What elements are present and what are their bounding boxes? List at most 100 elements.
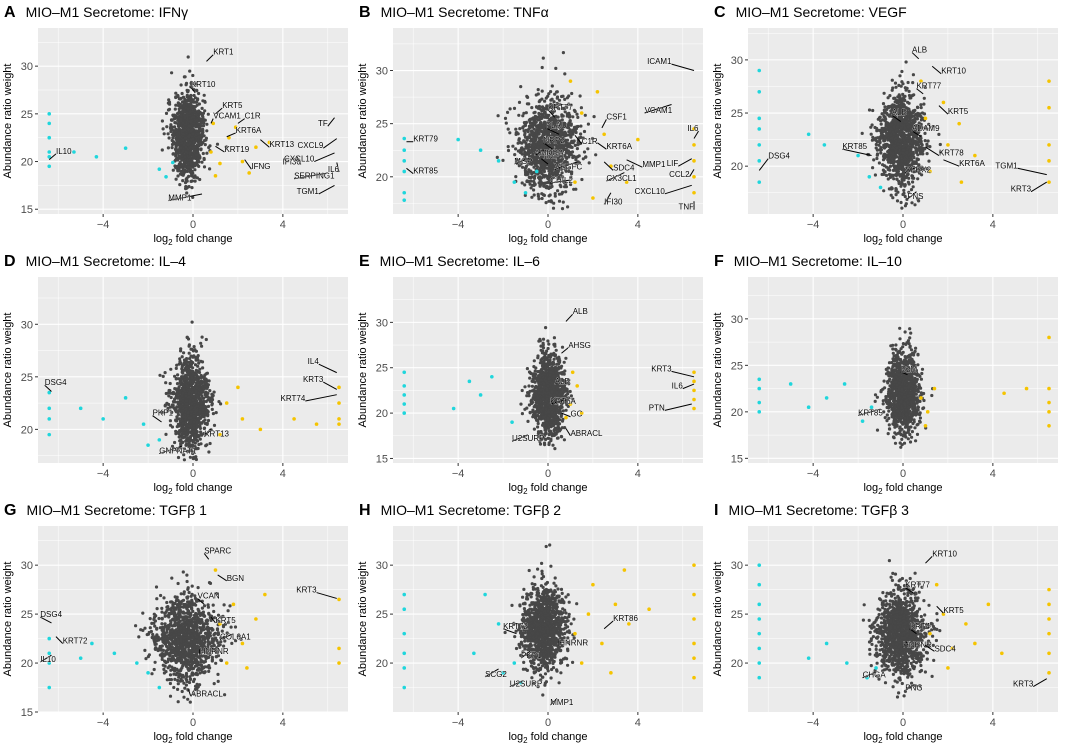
ns-point (167, 98, 171, 102)
ns-point (160, 119, 164, 123)
ns-point (178, 390, 182, 394)
x-axis-label-base: log (863, 233, 878, 245)
ns-point (874, 142, 878, 147)
ns-point (183, 128, 187, 132)
ns-point (540, 105, 545, 109)
ns-point (882, 189, 886, 193)
label-leader (925, 146, 940, 156)
ns-point (909, 115, 913, 119)
ns-point (525, 94, 529, 98)
ns-point (567, 143, 572, 147)
ns-point (160, 410, 165, 414)
ns-point (178, 400, 182, 404)
ns-point (900, 206, 904, 210)
ns-point (511, 144, 515, 148)
ns-point (546, 177, 550, 181)
point-label: FNS (907, 192, 923, 201)
ns-point (884, 117, 888, 121)
point-label: KRT77 (916, 82, 941, 91)
x-axis-label-rest: fold change (528, 233, 588, 245)
ns-point (892, 125, 896, 129)
point-label: MGP (514, 157, 532, 166)
ns-point (594, 153, 598, 157)
ns-point (881, 130, 885, 134)
label-leader (554, 161, 578, 170)
ns-point (185, 366, 189, 370)
ns-point (563, 140, 567, 144)
ns-point (195, 407, 199, 411)
ns-point (910, 174, 914, 178)
ns-point (886, 96, 890, 100)
ns-point (919, 118, 923, 122)
ns-point (914, 124, 918, 128)
ns-point (581, 136, 585, 140)
ns-point (544, 201, 548, 205)
point-label: CCL2 (669, 170, 690, 179)
point-label: IFI30 (283, 157, 302, 166)
ns-point (567, 102, 571, 106)
ns-point (173, 374, 177, 378)
ns-point (197, 442, 201, 447)
label-leader (406, 167, 414, 175)
ns-point (206, 391, 210, 395)
ns-point (544, 132, 548, 136)
ns-point (212, 423, 217, 427)
ns-point (542, 146, 546, 150)
ns-point (187, 424, 191, 428)
ns-point (185, 179, 189, 183)
point-label: DSG4 (45, 378, 67, 387)
point-label: PLAU (546, 121, 567, 130)
ns-point (200, 160, 204, 164)
down-point (47, 135, 52, 140)
point-label: KRT10 (941, 67, 966, 76)
ns-point (575, 147, 579, 151)
ns-point (529, 179, 533, 183)
ns-point (895, 199, 900, 203)
ns-point (885, 127, 889, 131)
ns-point (541, 56, 545, 60)
ns-point (190, 431, 194, 435)
ns-point (567, 133, 571, 137)
ns-point (176, 422, 180, 426)
point-label: KRT19 (224, 145, 249, 154)
ns-point (186, 371, 190, 376)
ns-point (186, 411, 190, 415)
ns-point (193, 433, 197, 437)
ns-point (205, 422, 209, 426)
point-label: C1R (245, 112, 261, 121)
ns-point (922, 112, 927, 116)
point-label: IL4 (308, 357, 320, 366)
ns-point (538, 98, 542, 102)
point-label: ADAM9 (912, 124, 940, 133)
ns-point (197, 91, 201, 96)
ns-point (194, 457, 198, 462)
ns-point (901, 163, 905, 167)
ns-point (549, 102, 553, 106)
ns-point (193, 168, 197, 172)
chart-title: E MIO–M1 Secretome: IL–6 (359, 253, 540, 270)
ns-point (181, 132, 185, 136)
label-leader (606, 172, 625, 182)
ns-point (518, 141, 522, 145)
ns-point (201, 366, 205, 370)
ns-point (556, 153, 561, 157)
ns-point (515, 157, 519, 161)
ns-point (176, 169, 180, 173)
ns-point (902, 106, 906, 110)
ns-point (198, 177, 202, 182)
ns-point (519, 85, 523, 89)
ns-point (181, 173, 185, 177)
ns-point (521, 114, 525, 118)
ns-point (182, 143, 186, 147)
ns-point (915, 148, 919, 152)
ns-point (211, 393, 215, 398)
ns-point (911, 180, 915, 184)
ns-point (569, 103, 573, 107)
down-point (78, 406, 83, 411)
point-label: MMP1 (642, 160, 666, 169)
ns-point (899, 113, 903, 117)
ns-point (193, 179, 197, 183)
ns-point (532, 188, 536, 192)
ns-point (559, 167, 564, 171)
ns-point (175, 382, 180, 386)
